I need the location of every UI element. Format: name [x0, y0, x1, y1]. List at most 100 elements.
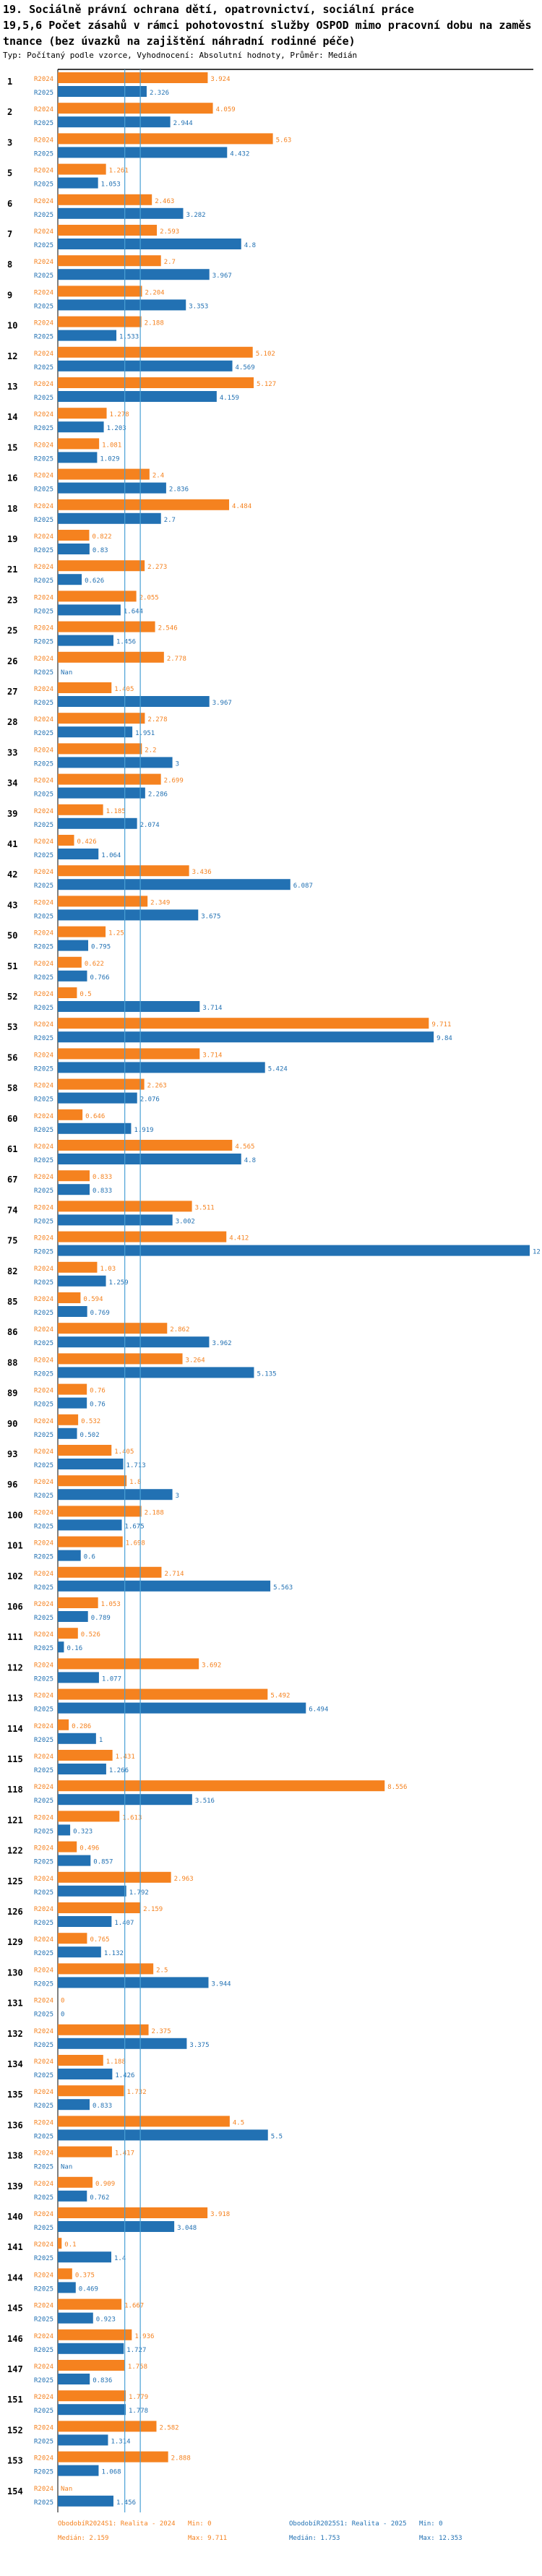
value-label: 2.546: [158, 625, 178, 632]
bar-r2025: [58, 1001, 200, 1012]
series-label-r2025: R2025: [34, 822, 53, 829]
value-label: 0.822: [92, 533, 111, 541]
category-label: 10: [7, 321, 17, 331]
category-label: 85: [7, 1297, 17, 1307]
value-label: 3.264: [186, 1357, 205, 1364]
series-label-r2024: R2024: [34, 2455, 53, 2463]
bar-r2024: [58, 743, 142, 755]
series-label-r2024: R2024: [34, 503, 53, 510]
value-label: 0.626: [85, 578, 104, 585]
bar-r2025: [58, 2221, 175, 2232]
bar-r2025: [58, 1245, 530, 1256]
value-label: 9.711: [431, 1021, 451, 1029]
value-label: 2.963: [174, 1876, 194, 1883]
category-label: 136: [7, 2120, 23, 2130]
bar-r2024: [58, 285, 142, 297]
series-label-r2025: R2025: [34, 1462, 53, 1469]
value-label: 1.188: [106, 2058, 126, 2066]
value-label: 1.778: [129, 2408, 148, 2415]
value-label: 1.456: [116, 639, 136, 646]
legend-title: ObodobíR2024S1: Realita - 2024: [58, 2520, 176, 2528]
series-label-r2025: R2025: [34, 1340, 53, 1347]
category-label: 106: [7, 1602, 23, 1612]
value-label: 4.484: [232, 503, 251, 510]
bar-r2024: [58, 1414, 79, 1425]
bar-r2024: [58, 1933, 87, 1944]
bar-r2024: [58, 2146, 112, 2158]
series-label-r2024: R2024: [34, 594, 53, 601]
series-label-r2025: R2025: [34, 913, 53, 920]
value-label: 0.622: [85, 961, 104, 968]
value-label: 3.436: [192, 869, 212, 876]
value-label: 0.833: [93, 1188, 112, 1195]
series-label-r2025: R2025: [34, 1279, 53, 1287]
value-label: 3.692: [202, 1662, 221, 1669]
bar-r2024: [58, 2329, 132, 2340]
bar-r2024: [58, 1292, 81, 1303]
bar-r2025: [58, 1641, 64, 1653]
series-label-r2024: R2024: [34, 1235, 53, 1242]
bar-r2025: [58, 2312, 93, 2324]
bar-r2025: [58, 1916, 112, 1927]
series-label-r2024: R2024: [34, 1906, 53, 1913]
series-label-r2024: R2024: [34, 1021, 53, 1029]
series-label-r2024: R2024: [34, 625, 53, 632]
category-label: 33: [7, 747, 17, 757]
value-label: 3.962: [212, 1340, 231, 1347]
bar-r2024: [58, 1170, 90, 1182]
legend-min: Min: 0: [419, 2520, 443, 2528]
value-label: 3.516: [195, 1798, 215, 1805]
value-label: 1.405: [114, 686, 134, 693]
series-label-r2025: R2025: [34, 1401, 53, 1409]
value-label: 0.286: [72, 1723, 91, 1730]
series-label-r2025: R2025: [34, 2438, 53, 2445]
bar-r2025: [58, 360, 233, 372]
series-label-r2025: R2025: [34, 1065, 53, 1073]
series-label-r2025: R2025: [34, 2469, 53, 2476]
series-label-r2024: R2024: [34, 289, 53, 296]
value-label: 3.375: [189, 2042, 209, 2049]
category-label: 129: [7, 1937, 23, 1947]
category-label: 151: [7, 2395, 23, 2405]
value-label: 3.675: [201, 913, 220, 920]
bar-r2025: [58, 330, 117, 341]
series-label-r2024: R2024: [34, 2333, 53, 2340]
bar-r2024: [58, 2268, 72, 2280]
value-label: 1.732: [127, 2089, 147, 2096]
category-label: 13: [7, 382, 17, 392]
series-label-r2024: R2024: [34, 2424, 53, 2431]
value-label: 2.273: [147, 564, 167, 571]
series-label-r2024: R2024: [34, 838, 53, 846]
value-label: 0.766: [90, 974, 109, 982]
category-label: 23: [7, 595, 17, 605]
value-label: 0.646: [85, 1113, 105, 1120]
bar-r2024: [58, 835, 74, 846]
series-label-r2024: R2024: [34, 2211, 53, 2218]
bar-r2024: [58, 987, 77, 998]
bar-r2025: [58, 1427, 77, 1439]
value-label: 2.463: [155, 198, 174, 205]
category-label: 147: [7, 2364, 23, 2374]
category-label: 111: [7, 1632, 23, 1642]
bar-r2024: [58, 255, 161, 267]
category-label: 140: [7, 2212, 23, 2222]
category-label: 5: [7, 168, 12, 179]
category-label: 43: [7, 900, 17, 910]
value-label: 1.064: [101, 852, 121, 859]
series-label-r2025: R2025: [34, 608, 53, 615]
series-label-r2025: R2025: [34, 1157, 53, 1164]
bar-r2025: [58, 2495, 113, 2507]
category-label: 9: [7, 290, 12, 300]
bar-r2025: [58, 1184, 90, 1195]
series-label-r2025: R2025: [34, 2103, 53, 2110]
bar-r2025: [58, 1122, 132, 1134]
series-label-r2024: R2024: [34, 1296, 53, 1303]
bar-r2025: [58, 421, 104, 433]
series-label-r2024: R2024: [34, 1357, 53, 1364]
series-label-r2025: R2025: [34, 730, 53, 737]
category-label: 131: [7, 1998, 23, 2009]
value-label: Nan: [61, 2164, 72, 2171]
value-label: 2.286: [148, 791, 168, 799]
bar-r2025: [58, 1672, 99, 1683]
